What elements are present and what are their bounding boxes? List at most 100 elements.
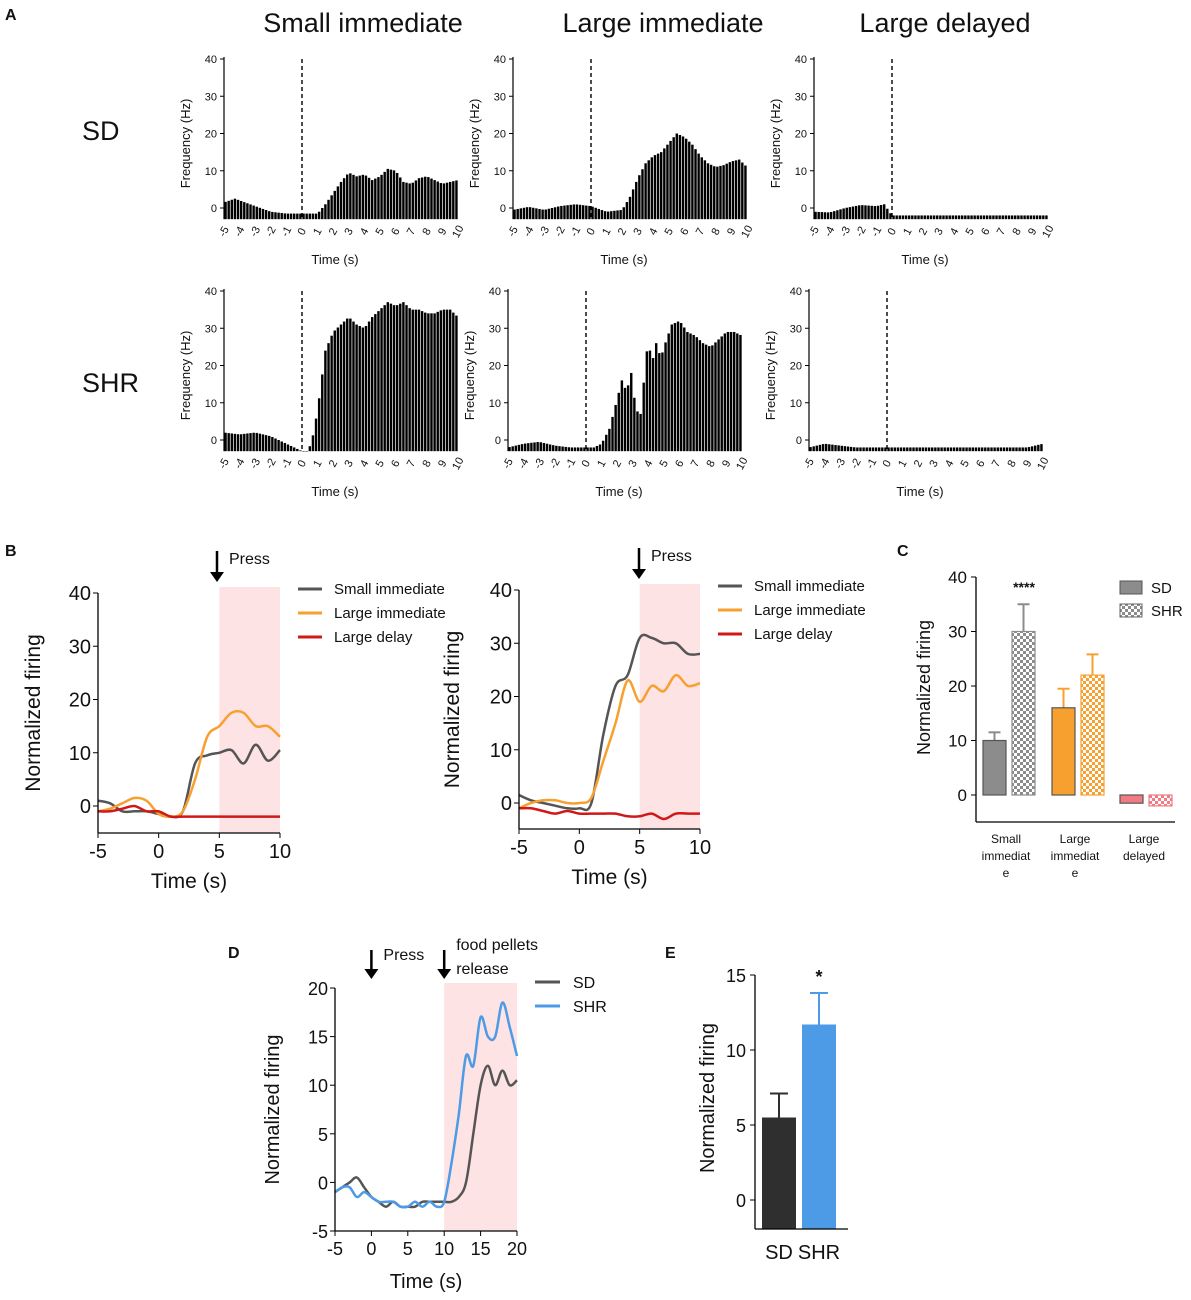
histogram-bar — [656, 153, 660, 220]
histogram-bar — [230, 433, 234, 452]
histogram-bar — [635, 181, 638, 220]
x-tick-label: -3 — [833, 457, 848, 471]
histogram-bar — [408, 308, 411, 452]
histogram-bar — [352, 321, 355, 452]
histogram-bar — [679, 323, 683, 452]
histogram-bar — [946, 447, 950, 452]
histogram-bar — [708, 346, 711, 452]
bar-shr — [1148, 794, 1173, 807]
histogram-bar — [1005, 447, 1009, 452]
histogram-bar — [355, 176, 358, 220]
y-tick-label: 30 — [790, 323, 802, 335]
histogram-bar — [553, 207, 557, 220]
y-tick-label: 20 — [205, 129, 217, 141]
y-tick-label: 40 — [795, 54, 807, 66]
x-axis-label: Time (s) — [600, 252, 647, 267]
histogram-bar — [246, 203, 249, 220]
legend-label: Large immediate — [754, 602, 866, 619]
y-tick-label: 40 — [205, 286, 217, 298]
x-tick-label: 0 — [296, 226, 309, 237]
histogram-bar — [960, 215, 964, 220]
histogram-bar — [377, 311, 380, 452]
histogram-bar — [576, 447, 580, 452]
histogram-bar — [939, 215, 942, 220]
histogram-bar — [595, 445, 599, 452]
press-label: Press — [229, 551, 270, 568]
x-tick-label: 7 — [689, 458, 702, 469]
category-label: e — [1072, 866, 1079, 880]
y-tick-label: 20 — [490, 687, 512, 709]
x-tick-label: 4 — [358, 458, 371, 469]
histogram-bar — [889, 213, 892, 220]
x-tick-label: 3 — [342, 458, 355, 469]
histogram-bar — [302, 451, 305, 452]
y-axis-label: Normalized firing — [914, 620, 934, 755]
histogram-bar — [268, 435, 271, 452]
histogram-bar — [992, 215, 995, 220]
category-label: immediat — [1051, 849, 1100, 863]
y-axis-label: Frequency (Hz) — [178, 331, 193, 421]
histogram-bar — [861, 205, 864, 220]
histogram-bar — [558, 446, 561, 452]
histogram-bar — [358, 175, 361, 220]
histogram-bar — [550, 208, 554, 220]
histogram-bar — [439, 183, 443, 220]
histogram-bar — [1042, 215, 1045, 220]
histogram-bar — [519, 208, 523, 220]
x-tick-label: 3 — [631, 226, 644, 237]
x-tick-label: -2 — [264, 457, 279, 471]
histogram-bar — [608, 428, 611, 452]
x-tick-label: -1 — [869, 225, 884, 239]
histogram-bar — [555, 445, 558, 452]
histogram-bar — [255, 206, 258, 220]
y-tick-label: 20 — [790, 361, 802, 373]
histogram-bar — [575, 204, 579, 220]
histogram-bar — [392, 170, 396, 220]
histogram-bar — [367, 321, 371, 452]
histogram-bar — [681, 136, 685, 220]
histogram-bar — [862, 447, 865, 452]
histogram-bar — [603, 211, 607, 220]
histogram-bar — [898, 215, 902, 220]
y-tick-label: 10 — [69, 743, 91, 765]
histogram-bar — [728, 162, 732, 220]
histogram-bar — [274, 438, 277, 452]
histogram-bar — [380, 174, 383, 220]
histogram-bar — [243, 202, 246, 220]
x-tick-label: 10 — [269, 841, 291, 863]
histogram-bar — [583, 447, 586, 452]
x-tick-label: 8 — [704, 458, 717, 469]
y-tick-label: 20 — [948, 677, 967, 696]
histogram-bar — [874, 447, 878, 452]
y-tick-label: 40 — [948, 568, 967, 587]
histogram-bar — [834, 445, 837, 452]
y-tick-label: 0 — [318, 1173, 328, 1193]
histogram-bar — [673, 323, 677, 452]
y-tick-label: 10 — [205, 398, 217, 410]
histogram-bar — [355, 324, 358, 452]
histogram-bar — [445, 309, 449, 452]
y-tick-label: 0 — [501, 793, 512, 815]
y-tick-label: 40 — [205, 54, 217, 66]
histogram-bar — [445, 182, 449, 220]
histogram-bar — [661, 352, 664, 452]
series-line-small-immediate — [97, 743, 281, 819]
bar-sd — [982, 739, 1007, 796]
histogram-bar — [299, 450, 302, 452]
histogram-bar — [346, 174, 349, 220]
histogram-bar — [893, 447, 897, 452]
histogram-bar — [308, 446, 312, 452]
category-label: delayed — [1123, 849, 1165, 863]
histogram-bar — [286, 444, 290, 452]
histogram-bar — [336, 186, 340, 220]
histogram-bar — [849, 446, 853, 452]
histogram-bar — [616, 210, 619, 220]
x-tick-label: 0 — [585, 226, 598, 237]
histogram-bar — [719, 165, 722, 220]
bar-sd — [762, 1117, 796, 1229]
x-tick-label: -4 — [232, 457, 247, 471]
legend-label: Small immediate — [334, 581, 445, 598]
histogram-bar — [937, 447, 940, 452]
histogram-bar — [642, 382, 645, 452]
